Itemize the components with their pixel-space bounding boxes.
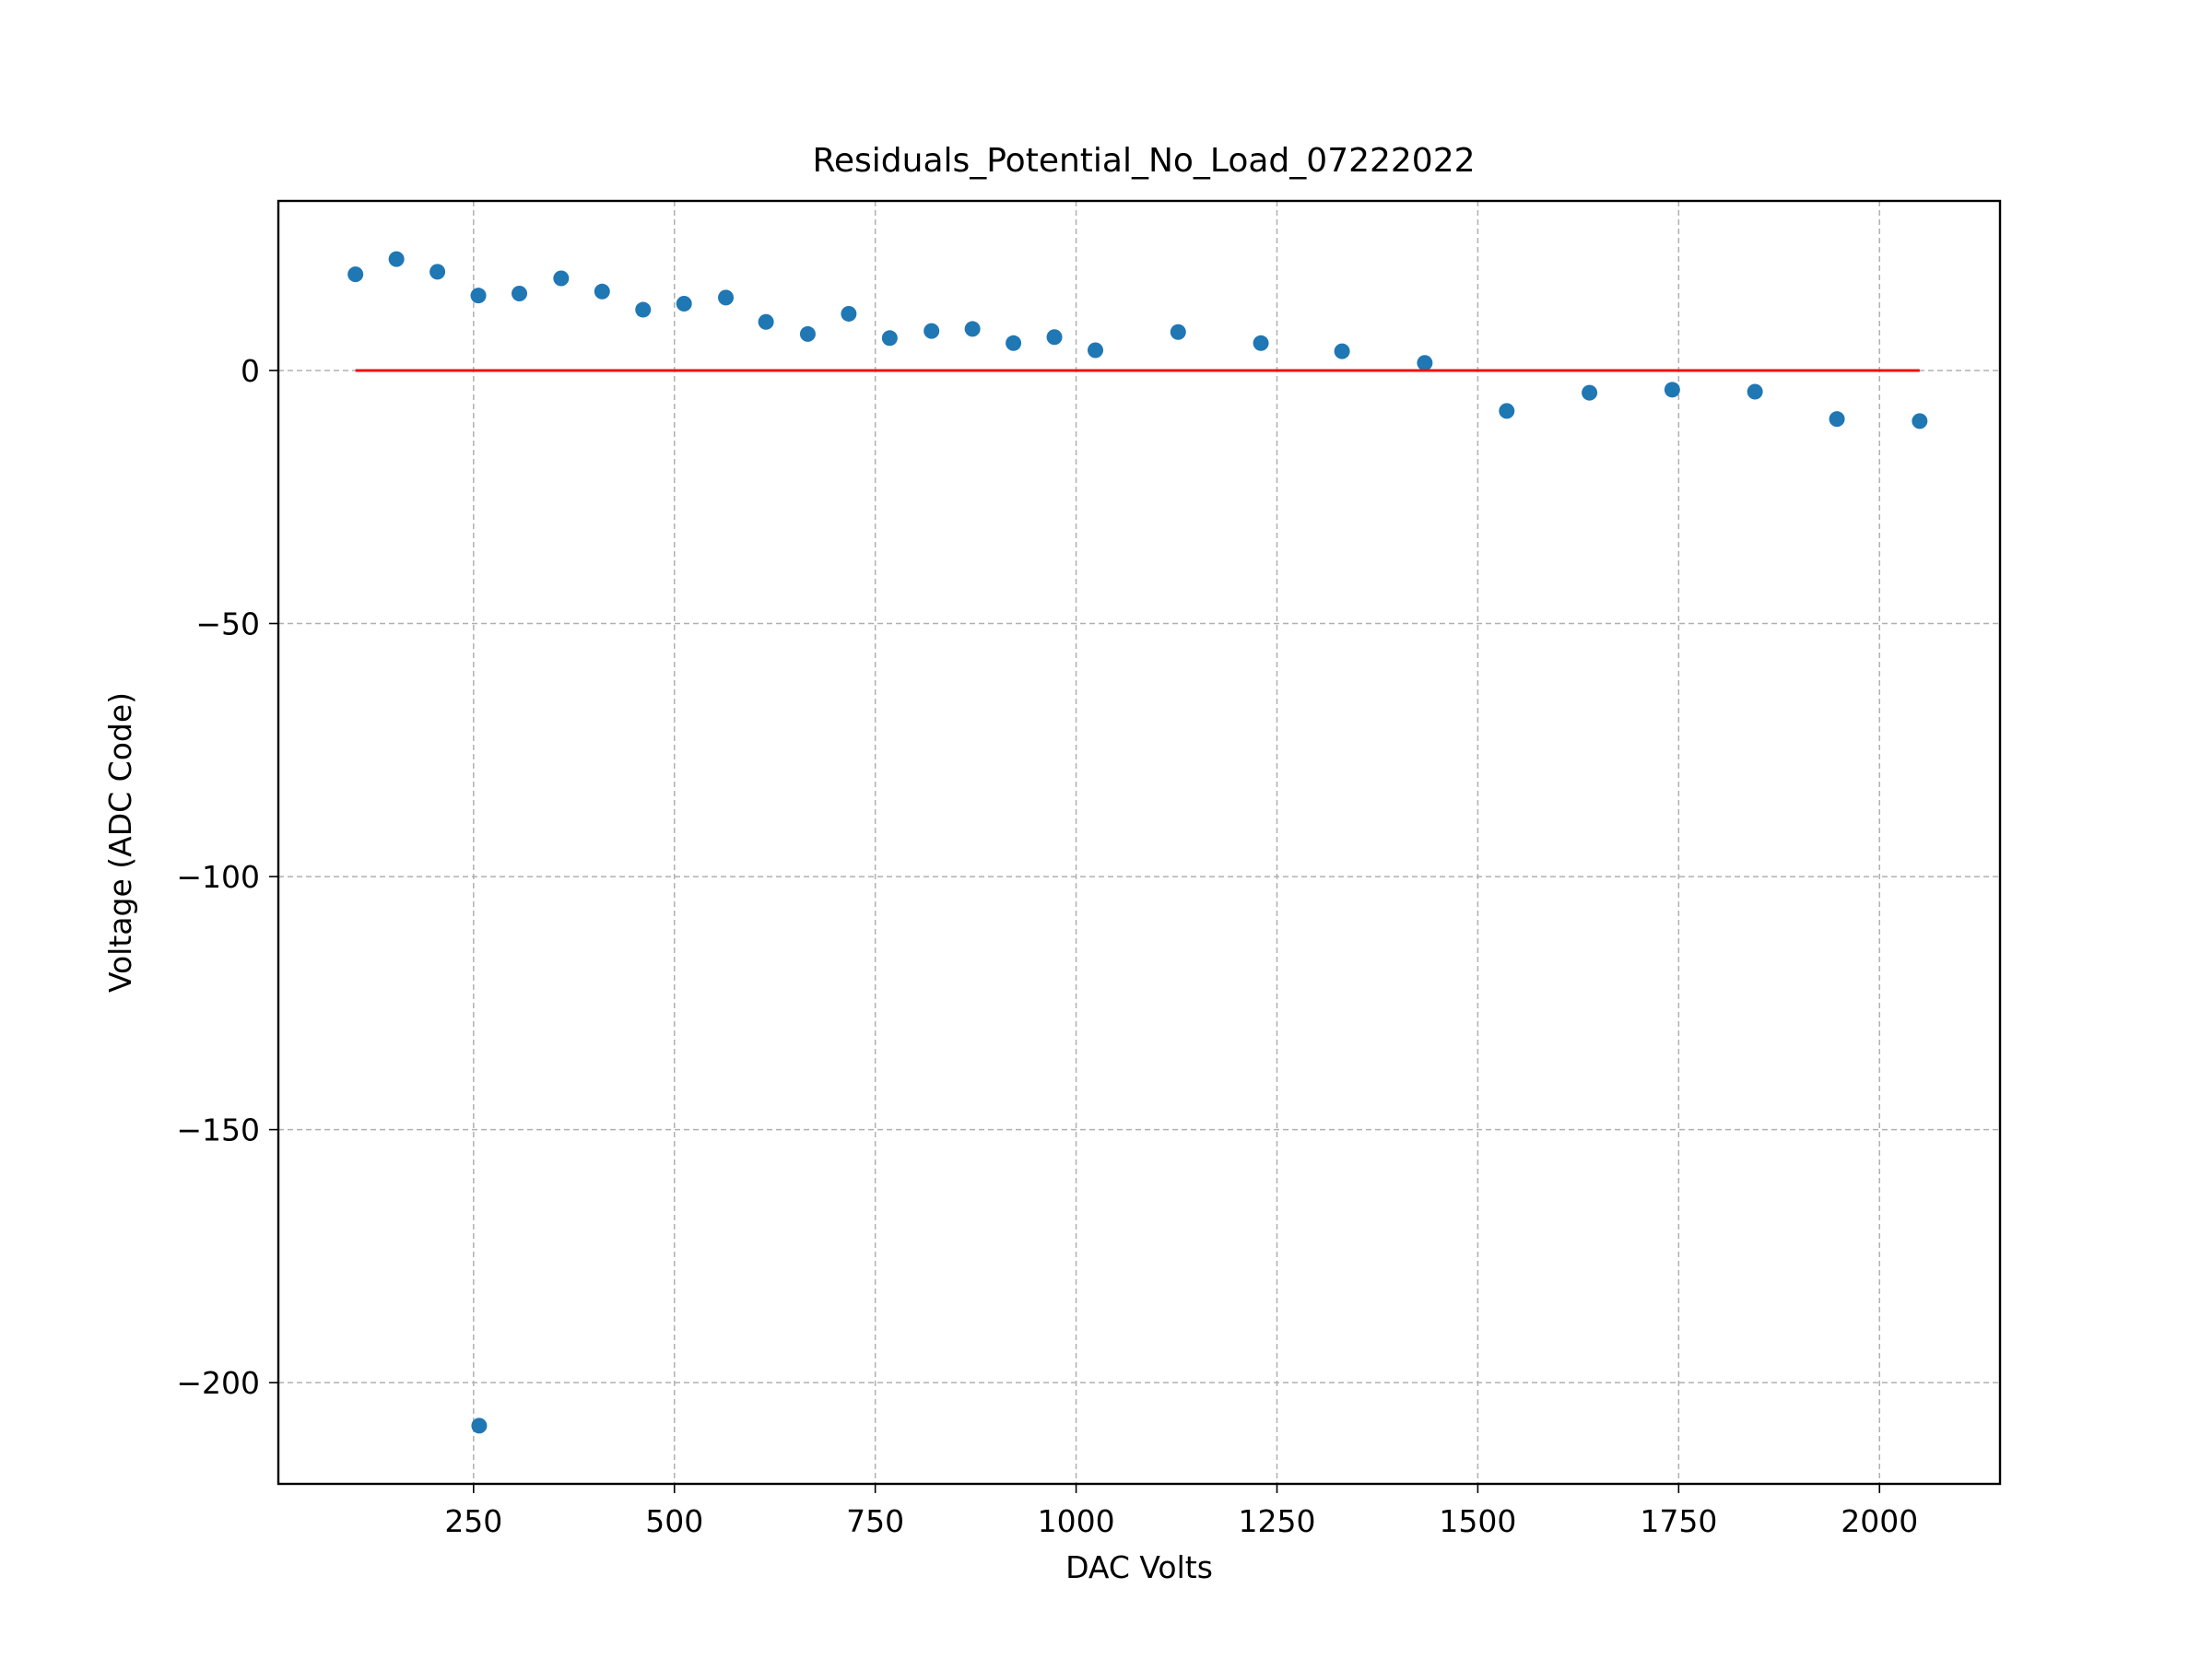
x-tick-label: 1500 [1439, 1503, 1516, 1539]
residual-point [1417, 355, 1433, 371]
residual-point [347, 266, 364, 283]
y-tick-label: −100 [176, 859, 260, 895]
residual-point [1334, 343, 1350, 359]
x-axis-label: DAC Volts [1065, 1549, 1213, 1585]
residual-point [1006, 335, 1022, 351]
residual-point [635, 301, 652, 318]
x-tick-label: 1750 [1640, 1503, 1717, 1539]
residual-point [1499, 403, 1515, 419]
residual-point [676, 295, 692, 312]
residual-point [388, 251, 405, 267]
residual-point [553, 270, 570, 287]
y-tick-label: 0 [241, 353, 260, 389]
chart-title: Residuals_Potential_No_Load_07222022 [812, 142, 1475, 180]
axis-ticks: 250 500 750 1000 1250 1500 1750 2000 0 −50 −100 −15… [176, 353, 1918, 1539]
x-tick-label: 1000 [1038, 1503, 1115, 1539]
residual-point [1087, 342, 1103, 359]
residual-point [429, 264, 446, 280]
residual-point [1046, 329, 1063, 346]
grid-lines [278, 201, 2000, 1484]
residual-point [1582, 384, 1598, 401]
x-tick-label: 2000 [1841, 1503, 1918, 1539]
residual-point [799, 325, 816, 342]
residual-point [471, 1418, 488, 1434]
data-series [347, 251, 1928, 1434]
residual-point [1170, 324, 1186, 340]
residual-point [1912, 413, 1928, 429]
y-tick-label: −150 [176, 1112, 260, 1148]
residual-point [512, 285, 528, 301]
residual-point [841, 305, 857, 322]
residual-point [718, 289, 735, 306]
residual-point [1664, 382, 1680, 398]
residual-point [881, 330, 898, 347]
x-tick-label: 1250 [1239, 1503, 1316, 1539]
residual-point [470, 288, 487, 304]
x-tick-label: 750 [846, 1503, 904, 1539]
x-tick-label: 500 [645, 1503, 703, 1539]
residual-point [1747, 383, 1763, 400]
x-tick-label: 250 [444, 1503, 502, 1539]
y-tick-label: −200 [176, 1365, 260, 1401]
residual-point [924, 323, 940, 339]
plot-frame [276, 199, 2002, 1486]
residual-point [594, 283, 610, 300]
residual-point [964, 321, 981, 337]
residual-point [1253, 335, 1269, 351]
residual-point [1829, 411, 1845, 428]
residual-point [758, 313, 774, 330]
y-tick-label: −50 [195, 606, 260, 642]
y-axis-label: Voltage (ADC Code) [102, 692, 138, 993]
